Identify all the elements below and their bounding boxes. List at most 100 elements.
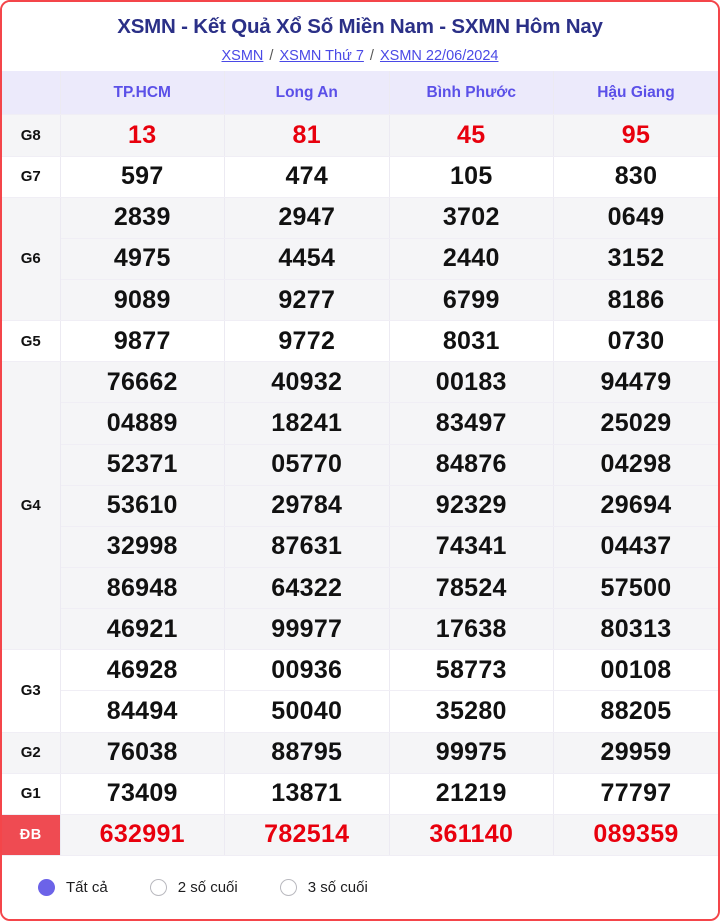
- result-cell: 29694: [553, 485, 718, 527]
- result-cell: 4454: [224, 238, 390, 281]
- result-cell: 830: [553, 156, 718, 198]
- result-cell: 76662: [60, 361, 225, 404]
- result-cell: 76038: [60, 732, 225, 774]
- result-cell: 2440: [389, 238, 554, 281]
- prize-row-g6: G6 2839 2947 3702 0649: [2, 197, 718, 322]
- result-cell: 17638: [389, 608, 554, 651]
- prize-label-g1: G1: [2, 773, 61, 815]
- breadcrumb-link-1[interactable]: XSMN: [221, 47, 264, 64]
- result-cell: 78524: [389, 567, 554, 610]
- column-header-2: Long An: [224, 71, 390, 116]
- results-table: TP.HCM Long An Bình Phước Hậu Giang G8 13 81 4…: [2, 71, 718, 857]
- table-header-row: TP.HCM Long An Bình Phước Hậu Giang: [2, 71, 718, 116]
- result-cell: 88795: [224, 732, 390, 774]
- prize-row-g4: 46921 99977 17638 80313: [2, 608, 718, 651]
- result-cell: 474: [224, 156, 390, 198]
- result-cell: 04437: [553, 526, 718, 569]
- result-cell: 58773: [389, 649, 554, 692]
- result-cell: 0730: [553, 320, 718, 363]
- prize-row-g3: G3 46928 00936 58773 00108: [2, 649, 718, 733]
- filter-option-3[interactable]: 3 số cuối: [279, 879, 368, 896]
- breadcrumb-link-2[interactable]: XSMN Thứ 7: [279, 47, 364, 64]
- result-cell: 8186: [553, 279, 718, 322]
- prize-label-g7: G7: [2, 156, 61, 198]
- filter-option-1[interactable]: Tất cả: [38, 879, 108, 896]
- result-cell: 81: [224, 114, 390, 157]
- result-cell: 8031: [389, 320, 554, 363]
- prize-row-g4: 32998 87631 74341 04437: [2, 526, 718, 569]
- result-cell: 2947: [224, 197, 390, 239]
- result-cell: 4975: [60, 238, 225, 281]
- prize-row-g2: G2 76038 88795 99975 29959: [2, 732, 718, 774]
- header-corner-cell: [2, 71, 61, 116]
- breadcrumb-link-3[interactable]: XSMN 22/06/2024: [379, 47, 499, 64]
- prize-row-g6: 9089 9277 6799 8186: [2, 279, 718, 322]
- prize-row-g4: 53610 29784 92329 29694: [2, 485, 718, 527]
- result-cell: 57500: [553, 567, 718, 610]
- prize-row-g8: G8 13 81 45 95: [2, 114, 718, 157]
- result-cell: 29959: [553, 732, 718, 774]
- result-cell: 2839: [60, 197, 225, 239]
- result-cell: 52371: [60, 444, 225, 486]
- prize-row-g4: 04889 18241 83497 25029: [2, 402, 718, 445]
- result-cell: 95: [553, 114, 718, 157]
- result-cell: 32998: [60, 526, 225, 569]
- filter-option-label: 3 số cuối: [307, 879, 368, 896]
- result-cell: 99977: [224, 608, 390, 651]
- prize-label-g3: G3: [2, 649, 61, 733]
- result-cell: 9089: [60, 279, 225, 322]
- result-cell: 84876: [389, 444, 554, 486]
- prize-label-g5: G5: [2, 320, 61, 363]
- prize-row-g1: G1 73409 13871 21219 77797: [2, 773, 718, 815]
- result-cell: 105: [389, 156, 554, 198]
- result-cell: 13871: [224, 773, 390, 815]
- result-cell: 80313: [553, 608, 718, 651]
- result-cell: 9877: [60, 320, 225, 363]
- result-cell: 089359: [553, 814, 718, 857]
- breadcrumb-separator: /: [365, 47, 378, 64]
- result-cell: 46921: [60, 608, 225, 651]
- card-header: XSMN - Kết Quả Xổ Số Miền Nam - SXMN Hôm…: [2, 2, 718, 72]
- result-cell: 77797: [553, 773, 718, 815]
- result-cell: 45: [389, 114, 554, 157]
- prize-row-g4: G4 76662 40932 00183 94479: [2, 361, 718, 651]
- result-cell: 40932: [224, 361, 390, 404]
- result-cell: 84494: [60, 690, 225, 733]
- radio-button-icon[interactable]: [38, 879, 55, 896]
- result-cell: 18241: [224, 402, 390, 445]
- breadcrumb-separator: /: [265, 47, 278, 64]
- result-cell: 9277: [224, 279, 390, 322]
- prize-label-g6: G6: [2, 197, 61, 322]
- result-cell: 92329: [389, 485, 554, 527]
- result-cell: 74341: [389, 526, 554, 569]
- result-cell: 597: [60, 156, 225, 198]
- result-cell: 3702: [389, 197, 554, 239]
- result-cell: 00183: [389, 361, 554, 404]
- result-cell: 25029: [553, 402, 718, 445]
- result-cell: 35280: [389, 690, 554, 733]
- result-cell: 88205: [553, 690, 718, 733]
- filter-footer: Tất cả 2 số cuối 3 số cuối: [2, 856, 718, 919]
- result-cell: 83497: [389, 402, 554, 445]
- result-cell: 73409: [60, 773, 225, 815]
- radio-button-icon[interactable]: [279, 879, 297, 896]
- column-header-4: Hậu Giang: [553, 71, 718, 116]
- result-cell: 94479: [553, 361, 718, 404]
- result-cell: 86948: [60, 567, 225, 610]
- result-cell: 99975: [389, 732, 554, 774]
- prize-row-g7: G7 597 474 105 830: [2, 156, 718, 198]
- result-cell: 29784: [224, 485, 390, 527]
- result-cell: 3152: [553, 238, 718, 281]
- radio-button-icon[interactable]: [149, 879, 167, 896]
- table-body: G8 13 81 45 95 G7 597 474 105 830 G6 2839 2947 3702 06…: [2, 114, 718, 857]
- prize-label-g2: G2: [2, 732, 61, 774]
- prize-label-g8: G8: [2, 114, 61, 157]
- result-cell: 50040: [224, 690, 390, 733]
- result-cell: 64322: [224, 567, 390, 610]
- result-cell: 6799: [389, 279, 554, 322]
- result-cell: 87631: [224, 526, 390, 569]
- filter-option-2[interactable]: 2 số cuối: [149, 879, 238, 896]
- filter-option-label: 2 số cuối: [177, 879, 238, 896]
- page-title: XSMN - Kết Quả Xổ Số Miền Nam - SXMN Hôm…: [117, 15, 603, 38]
